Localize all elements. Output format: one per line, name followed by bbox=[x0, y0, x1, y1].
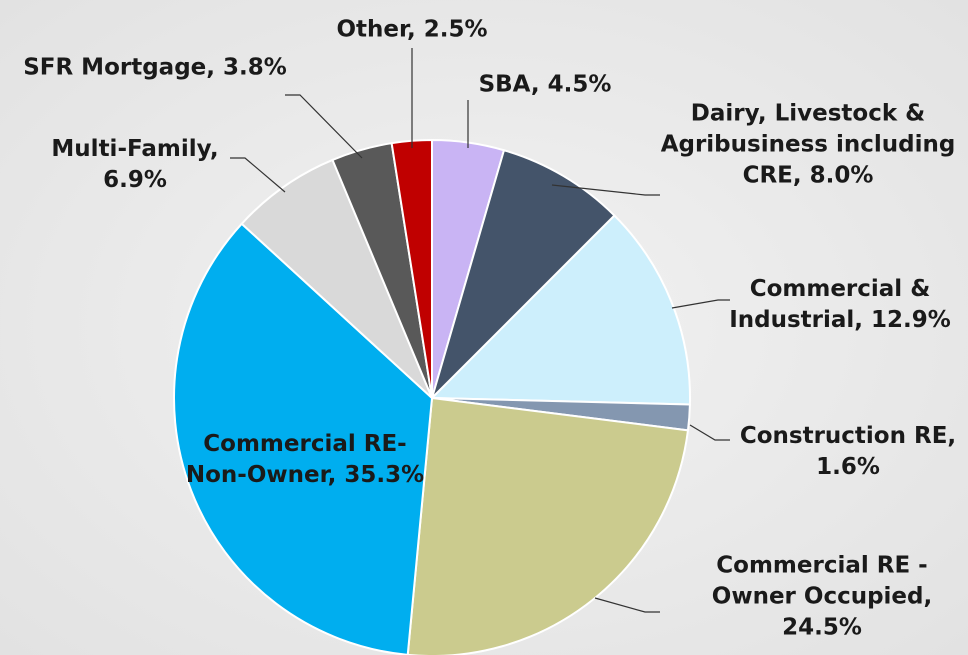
pie-slice bbox=[240, 158, 433, 399]
pie-slice bbox=[173, 222, 434, 655]
pie-slice bbox=[431, 149, 616, 399]
slice-label: Multi-Family, 6.9% bbox=[51, 136, 219, 193]
slice-label: Commercial & Industrial, 12.9% bbox=[729, 276, 951, 333]
slice-label: Dairy, Livestock & Agribusiness includin… bbox=[660, 100, 956, 189]
slice-label: Commercial RE-Non-Owner, 35.3% bbox=[185, 431, 425, 488]
leader-line bbox=[594, 597, 660, 613]
pie bbox=[173, 138, 691, 655]
slice-label: Construction RE, 1.6% bbox=[739, 423, 957, 480]
slice-label: Commercial RE - Owner Occupied, 24.5% bbox=[711, 552, 933, 641]
leader-line bbox=[230, 157, 286, 193]
leaders bbox=[230, 48, 730, 613]
leader-line bbox=[671, 299, 730, 309]
slice-label: SFR Mortgage, 3.8% bbox=[23, 54, 287, 81]
leader-line bbox=[551, 184, 660, 196]
slice-label: Other, 2.5% bbox=[336, 16, 488, 43]
leader-line bbox=[689, 424, 730, 441]
pie-slice bbox=[429, 214, 691, 406]
pie-slice bbox=[406, 396, 690, 655]
slice-label: SBA, 4.5% bbox=[478, 71, 612, 98]
leader-line bbox=[285, 94, 363, 159]
